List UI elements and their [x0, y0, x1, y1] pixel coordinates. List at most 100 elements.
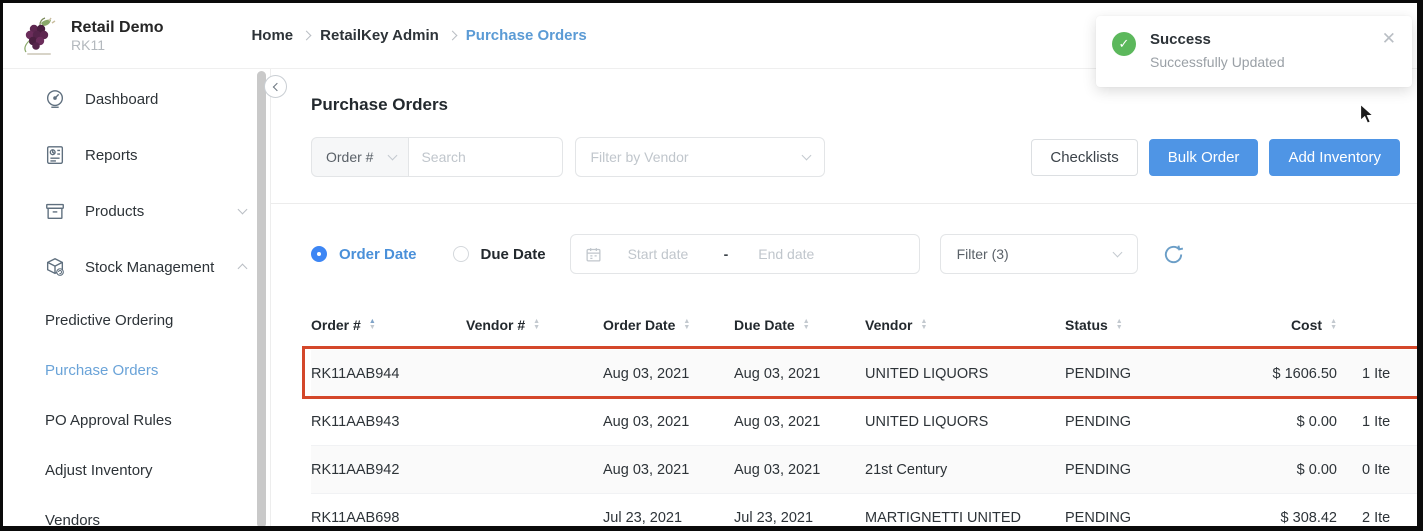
chevron-up-icon	[237, 263, 248, 274]
sidebar-subitem-label: Purchase Orders	[45, 361, 159, 379]
breadcrumb-purchase-orders: Purchase Orders	[465, 27, 587, 44]
sidebar-item-reports[interactable]: Reports	[3, 127, 270, 183]
sort-icon: ▲ ▼	[802, 317, 810, 331]
chevron-down-icon	[237, 204, 248, 215]
cube-icon	[43, 256, 67, 278]
chevron-down-icon	[1112, 247, 1123, 258]
success-check-icon: ✓	[1112, 32, 1136, 56]
radio-selected-icon	[311, 246, 327, 262]
sort-icon: ▲ ▼	[368, 317, 376, 331]
sort-icon: ▲ ▼	[533, 317, 541, 331]
filter-dropdown[interactable]: Filter (3)	[939, 234, 1138, 274]
cell-due-date: Aug 03, 2021	[734, 461, 821, 478]
column-header-order-number[interactable]: Order # ▲ ▼	[311, 317, 376, 333]
table-row[interactable]: RK11AAB944 Aug 03, 2021 Aug 03, 2021 UNI…	[302, 346, 1417, 399]
sidebar-item-label: Dashboard	[85, 90, 159, 108]
cell-vendor: UNITED LIQUORS	[865, 413, 989, 430]
action-buttons: Checklists Bulk Order Add Inventory	[1031, 138, 1400, 176]
calendar-icon	[586, 247, 601, 262]
cell-vendor: MARTIGNETTI UNITED	[865, 509, 1022, 526]
cell-order-date: Aug 03, 2021	[603, 413, 690, 430]
box-icon	[43, 200, 67, 222]
sort-icon: ▲ ▼	[683, 317, 691, 331]
sidebar-subitem-label: PO Approval Rules	[45, 411, 172, 429]
cell-items: 0 Ite	[1362, 461, 1391, 478]
status-badge: PENDING	[1065, 413, 1132, 430]
table-row[interactable]: RK11AAB943 Aug 03, 2021 Aug 03, 2021 UNI…	[311, 398, 1417, 446]
grapes-logo-icon	[24, 16, 56, 55]
breadcrumb-home[interactable]: Home	[251, 27, 294, 44]
search-input[interactable]	[409, 137, 564, 177]
column-header-order-date[interactable]: Order Date ▲ ▼	[603, 317, 691, 333]
filter-dropdown-value: Filter (3)	[956, 246, 1009, 262]
sort-icon: ▲ ▼	[920, 317, 928, 331]
checklists-button[interactable]: Checklists	[1031, 138, 1138, 176]
sidebar-item-purchase-orders[interactable]: Purchase Orders	[3, 345, 270, 395]
sidebar-collapse-button[interactable]	[264, 75, 287, 98]
sidebar-subitem-label: Predictive Ordering	[45, 311, 174, 329]
sidebar-item-vendors[interactable]: Vendors	[3, 495, 270, 527]
date-filter-bar: Order Date Due Date - Filter (3)	[311, 234, 1417, 274]
cell-items: 1 Ite	[1362, 413, 1391, 430]
refresh-button[interactable]	[1162, 242, 1186, 266]
sidebar: Dashboard Reports Products	[3, 69, 271, 527]
sidebar-item-predictive-ordering[interactable]: Predictive Ordering	[3, 295, 270, 345]
cell-items: 2 Ite	[1362, 509, 1391, 526]
vendor-filter-select[interactable]: Filter by Vendor	[575, 137, 826, 177]
sidebar-item-products[interactable]: Products	[3, 183, 270, 239]
add-inventory-button[interactable]: Add Inventory	[1269, 138, 1400, 176]
section-divider	[271, 203, 1417, 204]
cell-cost: $ 308.42	[1280, 509, 1337, 526]
due-date-radio-label: Due Date	[480, 245, 546, 263]
sidebar-item-label: Stock Management	[85, 258, 215, 276]
cell-order-number: RK11AAB943	[311, 413, 400, 430]
app-name: Retail Demo	[71, 18, 164, 36]
column-header-status[interactable]: Status ▲ ▼	[1065, 317, 1123, 333]
sidebar-item-dashboard[interactable]: Dashboard	[3, 71, 270, 127]
main-content: Purchase Orders Order # Filter by Vendor…	[271, 69, 1417, 526]
table-row[interactable]: RK11AAB942 Aug 03, 2021 Aug 03, 2021 21s…	[311, 446, 1417, 494]
end-date-input[interactable]	[732, 246, 851, 262]
breadcrumb: Home RetailKey Admin Purchase Orders	[251, 27, 586, 44]
cell-order-date: Aug 03, 2021	[603, 365, 690, 382]
page-title: Purchase Orders	[311, 95, 449, 114]
table-row[interactable]: RK11AAB698 Jul 23, 2021 Jul 23, 2021 MAR…	[311, 494, 1417, 526]
cell-due-date: Aug 03, 2021	[734, 413, 821, 430]
refresh-icon	[1164, 244, 1184, 263]
chevron-left-icon	[272, 82, 281, 91]
sidebar-item-label: Products	[85, 202, 145, 220]
success-toast: ✓ Success Successfully Updated ✕	[1096, 16, 1412, 87]
toast-message: Successfully Updated	[1150, 54, 1285, 70]
cell-cost: $ 1606.50	[1272, 365, 1337, 382]
column-header-due-date[interactable]: Due Date ▲ ▼	[734, 317, 810, 333]
breadcrumb-separator-icon	[447, 30, 458, 41]
cell-due-date: Aug 03, 2021	[734, 365, 821, 382]
status-badge: PENDING	[1065, 461, 1132, 478]
sidebar-item-adjust-inventory[interactable]: Adjust Inventory	[3, 445, 270, 495]
column-header-vendor[interactable]: Vendor ▲ ▼	[865, 317, 928, 333]
date-range-picker[interactable]: -	[569, 234, 920, 274]
cell-cost: $ 0.00	[1296, 413, 1337, 430]
order-date-radio[interactable]: Order Date	[311, 246, 417, 263]
sidebar-item-po-approval-rules[interactable]: PO Approval Rules	[3, 395, 270, 445]
sidebar-item-label: Reports	[85, 146, 138, 164]
toast-close-icon[interactable]: ✕	[1381, 29, 1396, 48]
cell-due-date: Jul 23, 2021	[734, 509, 814, 526]
bulk-order-button[interactable]: Bulk Order	[1148, 138, 1259, 176]
cell-order-number: RK11AAB942	[311, 461, 400, 478]
column-header-cost[interactable]: Cost ▲ ▼	[1290, 317, 1337, 333]
sidebar-scrollbar[interactable]	[257, 71, 266, 526]
cell-cost: $ 0.00	[1296, 461, 1337, 478]
search-category-select[interactable]: Order #	[311, 137, 410, 177]
date-range-separator: -	[723, 246, 729, 262]
vendor-filter-placeholder: Filter by Vendor	[590, 149, 689, 165]
column-header-vendor-number[interactable]: Vendor # ▲ ▼	[466, 317, 541, 333]
gauge-icon	[43, 88, 67, 110]
sidebar-item-stock-management[interactable]: Stock Management	[3, 239, 270, 295]
breadcrumb-retailkey-admin[interactable]: RetailKey Admin	[320, 27, 439, 44]
toast-title: Success	[1150, 31, 1211, 48]
start-date-input[interactable]	[601, 246, 720, 262]
app-identity: Retail Demo RK11	[71, 18, 163, 54]
due-date-radio[interactable]: Due Date	[452, 245, 546, 263]
